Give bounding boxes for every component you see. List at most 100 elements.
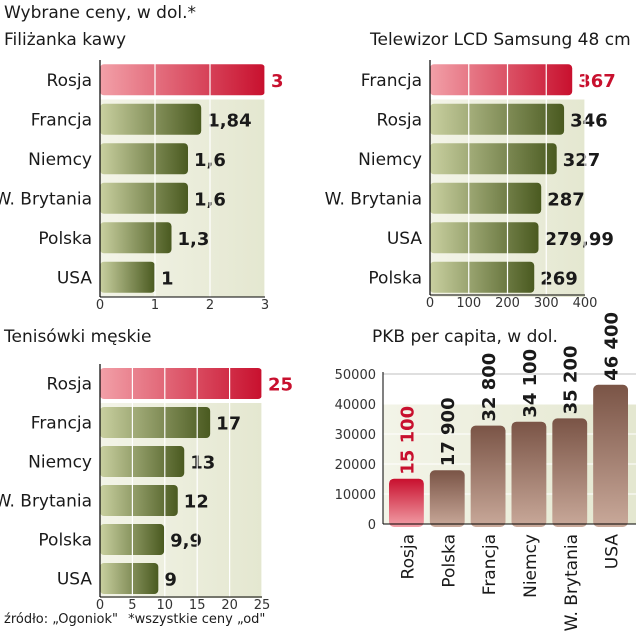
footnote-note: *wszystkie ceny „od" bbox=[128, 612, 266, 627]
tick-label-telewizor-200: 200 bbox=[495, 296, 520, 311]
value-label-telewizor-francja: 367 bbox=[578, 71, 616, 92]
value-label-pkb-francja: 32 800 bbox=[479, 353, 500, 422]
tick-label-pkb-40000: 40000 bbox=[335, 398, 376, 413]
tick-label-fili-1: 1 bbox=[151, 298, 159, 313]
category-label-fili-polska: Polska bbox=[38, 229, 92, 249]
category-label-fili-rosja: Rosja bbox=[47, 71, 92, 91]
bar-telewizor-francja bbox=[430, 64, 573, 96]
category-label-fili-w-brytania: W. Brytania bbox=[0, 189, 92, 209]
category-label-telewizor-niemcy: Niemcy bbox=[358, 150, 422, 170]
tick-label-tenis-20: 20 bbox=[221, 598, 238, 613]
tick-label-fili-0: 0 bbox=[96, 298, 104, 313]
bar-tenis-usa bbox=[100, 563, 159, 594]
tick-label-tenis-25: 25 bbox=[254, 598, 271, 613]
tick-label-tenis-10: 10 bbox=[157, 598, 174, 613]
bar-fili-francja bbox=[100, 103, 202, 135]
bar-tenis-rosja bbox=[100, 368, 262, 399]
tick-label-pkb-30000: 30000 bbox=[335, 428, 376, 443]
tick-label-telewizor-300: 300 bbox=[534, 296, 559, 311]
bar-tenis-niemcy bbox=[100, 446, 185, 477]
chart-title-sneakers: Tenisówki męskie bbox=[4, 327, 152, 347]
footnote-source: źródło: „Ogoniok" bbox=[4, 612, 119, 627]
bar-telewizor-rosja bbox=[430, 103, 565, 135]
category-label-fili-niemcy: Niemcy bbox=[28, 150, 92, 170]
chart-title-coffee: Filiżanka kawy bbox=[4, 30, 127, 50]
bar-telewizor-usa bbox=[430, 222, 539, 254]
bar-pkb-niemcy bbox=[511, 421, 547, 527]
category-label-tenis-usa: USA bbox=[57, 570, 93, 590]
footnote: źródło: „Ogoniok" *wszystkie ceny „od" bbox=[4, 612, 265, 627]
category-label-fili-francja: Francja bbox=[31, 110, 92, 130]
tick-label-pkb-10000: 10000 bbox=[335, 488, 376, 503]
value-label-pkb-niemcy: 34 100 bbox=[520, 349, 541, 418]
bar-pkb-francja bbox=[470, 425, 506, 527]
category-label-telewizor-usa: USA bbox=[387, 229, 423, 249]
tick-label-tenis-5: 5 bbox=[128, 598, 136, 613]
value-label-telewizor-polska: 269 bbox=[540, 268, 578, 289]
bar-telewizor-w-brytania bbox=[430, 182, 542, 214]
category-label-fili-usa: USA bbox=[57, 268, 93, 288]
chart-title-gdp: PKB per capita, w dol. bbox=[372, 327, 558, 347]
bar-fili-usa bbox=[100, 261, 155, 293]
bar-fili-niemcy bbox=[100, 143, 188, 175]
category-label-tenis-polska: Polska bbox=[38, 531, 92, 551]
tick-label-telewizor-400: 400 bbox=[573, 296, 598, 311]
value-label-pkb-usa: 46 400 bbox=[602, 312, 623, 381]
category-label-tenis-francja: Francja bbox=[31, 414, 92, 434]
category-label-telewizor-rosja: Rosja bbox=[377, 110, 422, 130]
bar-fili-w-brytania bbox=[100, 182, 188, 214]
value-label-fili-polska: 1,3 bbox=[178, 229, 210, 250]
category-label-tenis-niemcy: Niemcy bbox=[28, 453, 92, 473]
page-title: Wybrane ceny, w dol.* bbox=[4, 3, 196, 23]
tick-label-pkb-50000: 50000 bbox=[335, 368, 376, 383]
value-label-fili-usa: 1 bbox=[161, 268, 174, 289]
tick-label-tenis-0: 0 bbox=[96, 598, 104, 613]
category-label-pkb-polska: Polska bbox=[439, 534, 459, 588]
value-label-tenis-w-brytania: 12 bbox=[184, 492, 209, 513]
value-label-telewizor-usa: 279,99 bbox=[544, 229, 613, 250]
value-label-tenis-polska: 9,9 bbox=[170, 531, 202, 552]
category-label-telewizor-francja: Francja bbox=[361, 71, 422, 91]
category-label-telewizor-w-brytania: W. Brytania bbox=[325, 189, 422, 209]
value-label-tenis-francja: 17 bbox=[216, 414, 241, 435]
category-label-tenis-w-brytania: W. Brytania bbox=[0, 492, 92, 512]
bar-fili-polska bbox=[100, 222, 172, 254]
tick-label-fili-3: 3 bbox=[261, 298, 269, 313]
value-label-tenis-niemcy: 13 bbox=[190, 453, 215, 474]
bar-pkb-w-brytania bbox=[552, 418, 588, 527]
tick-label-telewizor-0: 0 bbox=[426, 296, 434, 311]
tick-label-pkb-0: 0 bbox=[368, 518, 376, 533]
bar-fili-rosja bbox=[100, 64, 265, 96]
value-label-telewizor-rosja: 346 bbox=[570, 110, 608, 131]
value-label-telewizor-w-brytania: 287 bbox=[547, 189, 585, 210]
bar-pkb-usa bbox=[593, 384, 628, 527]
category-label-pkb-niemcy: Niemcy bbox=[521, 534, 541, 598]
tick-label-fili-2: 2 bbox=[206, 298, 214, 313]
chart-title-tv: Telewizor LCD Samsung 48 cm bbox=[370, 30, 631, 50]
value-label-telewizor-niemcy: 327 bbox=[563, 150, 601, 171]
category-label-pkb-w-brytania: W. Brytania bbox=[562, 534, 582, 631]
value-label-pkb-w-brytania: 35 200 bbox=[561, 346, 582, 415]
bar-pkb-polska bbox=[429, 470, 465, 527]
bar-telewizor-niemcy bbox=[430, 143, 557, 175]
category-label-tenis-rosja: Rosja bbox=[47, 375, 92, 395]
category-label-pkb-usa: USA bbox=[603, 534, 623, 570]
bar-tenis-francja bbox=[100, 407, 211, 438]
value-label-tenis-usa: 9 bbox=[164, 570, 177, 591]
tick-label-tenis-15: 15 bbox=[189, 598, 206, 613]
bar-telewizor-polska bbox=[430, 261, 535, 293]
value-label-pkb-rosja: 15 100 bbox=[397, 406, 418, 475]
category-label-pkb-rosja: Rosja bbox=[398, 534, 418, 579]
value-label-fili-rosja: 3 bbox=[271, 71, 284, 92]
category-label-pkb-francja: Francja bbox=[480, 534, 500, 595]
tick-label-telewizor-100: 100 bbox=[456, 296, 481, 311]
value-label-tenis-rosja: 25 bbox=[268, 375, 293, 396]
bar-tenis-w-brytania bbox=[100, 485, 178, 516]
value-label-pkb-polska: 17 900 bbox=[438, 397, 459, 466]
bar-pkb-rosja bbox=[389, 478, 424, 527]
tick-label-pkb-20000: 20000 bbox=[335, 458, 376, 473]
